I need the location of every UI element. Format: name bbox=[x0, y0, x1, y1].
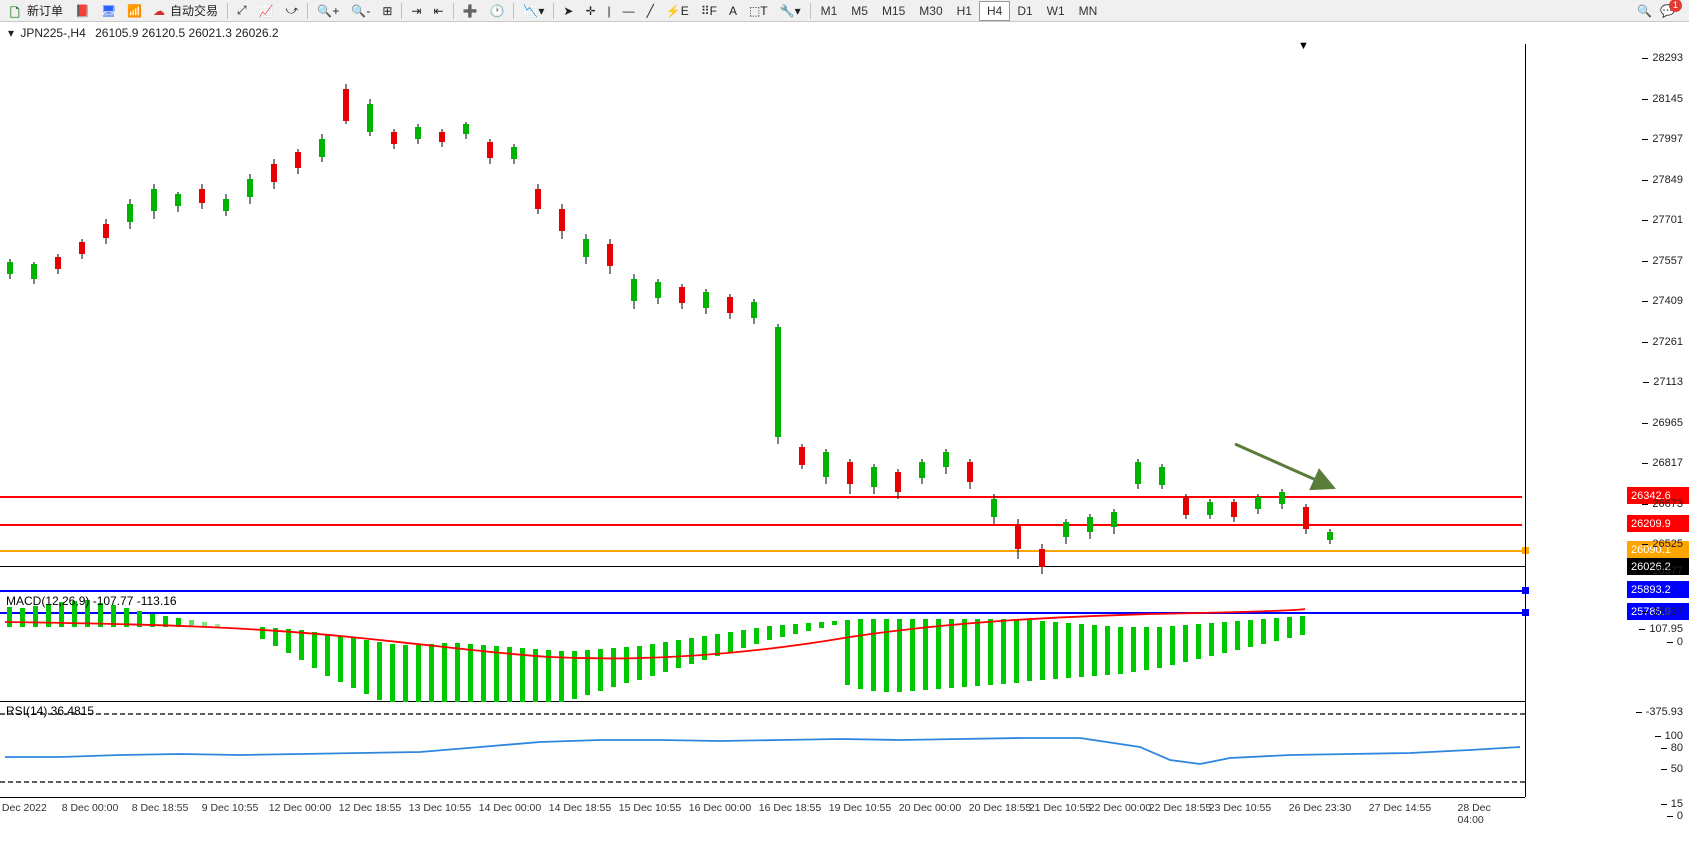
cursor-tool-button[interactable]: ➤ bbox=[557, 1, 579, 21]
timeframe-m1[interactable]: M1 bbox=[814, 2, 845, 20]
shift-left-button[interactable]: ⇤ bbox=[427, 1, 449, 21]
price-chart-pane[interactable]: 26342.6 26209.9 26090.1 26026.2 25893.2 … bbox=[0, 44, 1525, 592]
chart-type-dropdown[interactable]: 📉▾ bbox=[517, 1, 550, 21]
macd-title-label: MACD(12,26,9) -107.77 -113.16 bbox=[6, 594, 177, 608]
new-vertical-scale-button[interactable]: ⤢ bbox=[231, 1, 253, 21]
grid-view-button[interactable]: ⊞ bbox=[376, 1, 398, 21]
timeframe-d1[interactable]: D1 bbox=[1010, 2, 1039, 20]
candlestick-series[interactable] bbox=[0, 44, 1525, 592]
search-icon[interactable]: 🔍 bbox=[1637, 4, 1652, 18]
timeframe-m15[interactable]: M15 bbox=[875, 2, 912, 20]
new-order-label: 新订单 bbox=[27, 2, 63, 19]
macd-chart bbox=[0, 592, 1525, 702]
object-tool-dropdown[interactable]: 🔧▾ bbox=[774, 1, 807, 21]
fibonacci-tool-button[interactable]: ⚡E bbox=[660, 1, 695, 21]
messages-icon[interactable]: 💬 1 bbox=[1660, 4, 1675, 18]
text-tool-button[interactable]: A bbox=[723, 1, 743, 21]
shift-right-button[interactable]: ⇥ bbox=[405, 1, 427, 21]
auto-trade-icon: ☁ bbox=[153, 4, 167, 18]
timeframe-h4[interactable]: H4 bbox=[979, 1, 1010, 21]
rsi-chart bbox=[0, 702, 1525, 797]
zoom-out-button[interactable]: 🔍- bbox=[345, 1, 376, 21]
terminal-button[interactable]: 🖥 bbox=[95, 1, 121, 21]
crosshair-tool-button[interactable]: ✛ bbox=[579, 1, 601, 21]
main-toolbar: 🗋 新订单 📕 🖥 📶 ☁ 自动交易 ⤢ 📈 ⤻ 🔍+ 🔍- ⊞ ⇥ ⇤ ➕ 🕐… bbox=[0, 0, 1689, 22]
new-order-button[interactable]: 🗋 新订单 bbox=[4, 1, 69, 21]
add-indicator-button[interactable]: ➕ bbox=[457, 1, 484, 21]
trendline-tool-button[interactable]: ╱ bbox=[641, 1, 660, 21]
pattern-tool-button[interactable]: ⠿F bbox=[695, 1, 723, 21]
timeframe-w1[interactable]: W1 bbox=[1040, 2, 1072, 20]
symbol-dropdown-arrow[interactable]: ▾ bbox=[8, 26, 14, 40]
bookmark-icon: 📕 bbox=[75, 4, 89, 18]
candlestick-scale-button[interactable]: 📈 bbox=[253, 1, 280, 21]
timeframe-m30[interactable]: M30 bbox=[912, 2, 949, 20]
signal-icon: 📶 bbox=[127, 4, 141, 18]
date-axis[interactable]: 7 Dec 2022 8 Dec 00:00 8 Dec 18:55 9 Dec… bbox=[0, 797, 1525, 817]
vertical-line-tool-button[interactable]: | bbox=[602, 1, 617, 21]
price-axis-right[interactable]: 28293 28145 27997 27849 27701 27557 2740… bbox=[1525, 44, 1689, 797]
curve-scale-button[interactable]: ⤻ bbox=[280, 1, 305, 21]
rsi-indicator-pane[interactable]: RSI(14) 36.4815 bbox=[0, 702, 1525, 797]
timeframe-m5[interactable]: M5 bbox=[844, 2, 875, 20]
timeframe-mn[interactable]: MN bbox=[1072, 2, 1105, 20]
textbox-tool-button[interactable]: ⬚T bbox=[743, 1, 774, 21]
zoom-in-button[interactable]: 🔍+ bbox=[311, 1, 345, 21]
horizontal-line-tool-button[interactable]: — bbox=[617, 1, 641, 21]
mt-trading-app: 🗋 新订单 📕 🖥 📶 ☁ 自动交易 ⤢ 📈 ⤻ 🔍+ 🔍- ⊞ ⇥ ⇤ ➕ 🕐… bbox=[0, 0, 1689, 858]
symbol-info-label: ▾ JPN225-,H4 26105.9 26120.5 26021.3 260… bbox=[8, 26, 279, 40]
new-order-icon: 🗋 bbox=[10, 4, 24, 18]
timeframe-h1[interactable]: H1 bbox=[950, 2, 979, 20]
trend-arrow-annotation[interactable] bbox=[1230, 439, 1340, 499]
signal-button[interactable]: 📶 bbox=[121, 1, 147, 21]
bookmark-button[interactable]: 📕 bbox=[69, 1, 95, 21]
auto-trade-label: 自动交易 bbox=[170, 2, 218, 19]
history-button[interactable]: 🕐 bbox=[483, 1, 510, 21]
rsi-title-label: RSI(14) 36.4815 bbox=[6, 704, 94, 718]
message-count-badge: 1 bbox=[1669, 0, 1682, 12]
auto-trade-button[interactable]: ☁ 自动交易 bbox=[147, 1, 224, 21]
terminal-icon: 🖥 bbox=[101, 4, 115, 18]
chart-container: ▾ JPN225-,H4 26105.9 26120.5 26021.3 260… bbox=[0, 22, 1689, 858]
macd-indicator-pane[interactable]: MACD(12,26,9) -107.77 -113.16 bbox=[0, 592, 1525, 702]
